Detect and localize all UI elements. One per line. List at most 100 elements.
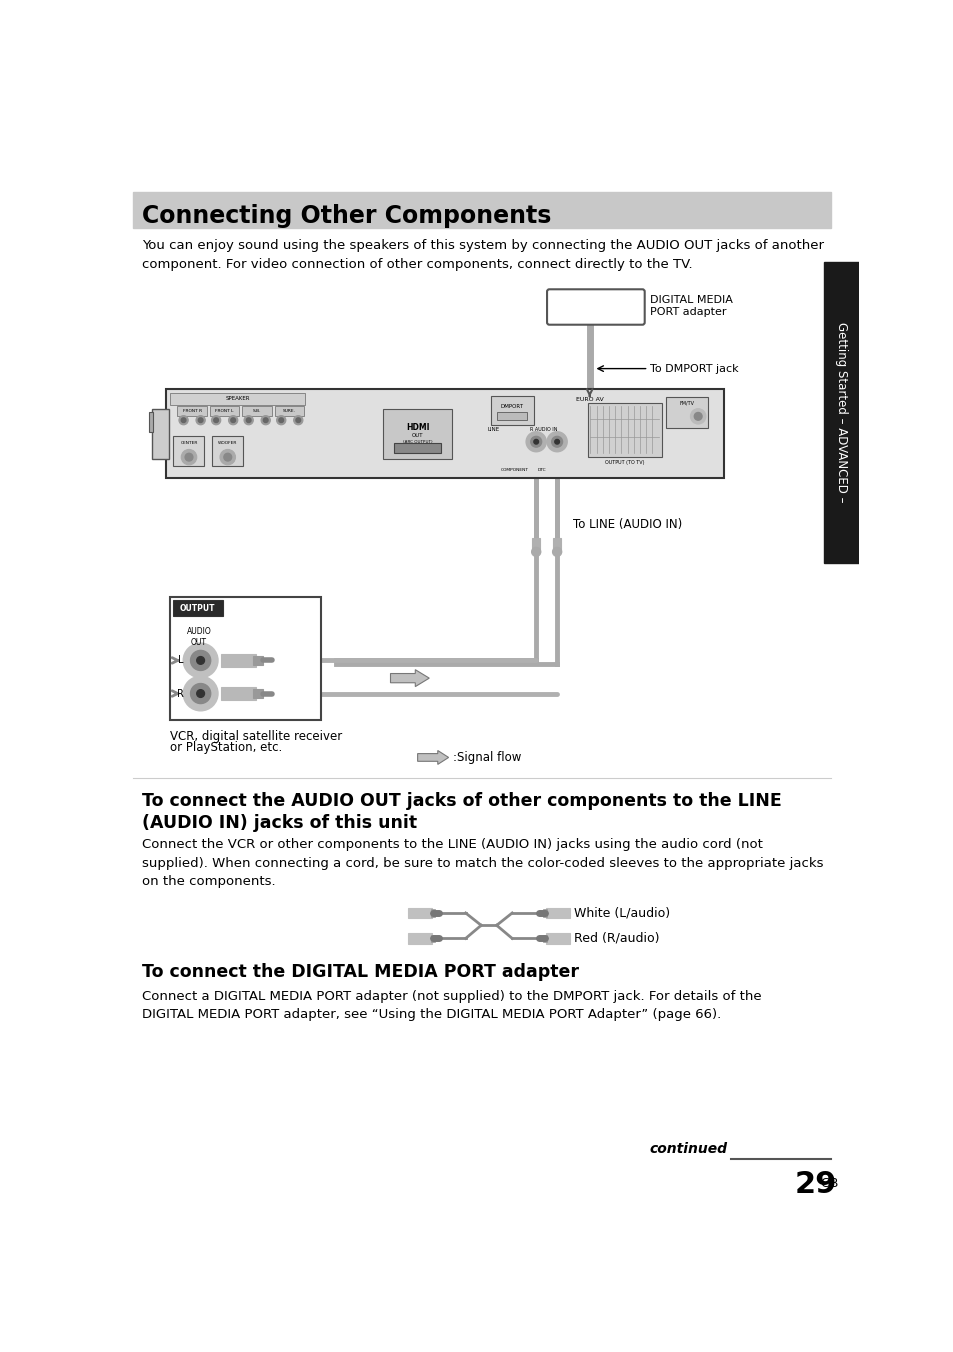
Text: LINE: LINE	[487, 427, 499, 431]
Circle shape	[525, 431, 546, 452]
Circle shape	[213, 418, 218, 422]
Polygon shape	[390, 669, 429, 687]
Circle shape	[179, 415, 188, 425]
Circle shape	[531, 548, 540, 557]
Bar	[545, 933, 570, 944]
Bar	[394, 443, 440, 453]
Bar	[173, 435, 204, 466]
Text: VCR, digital satellite receiver: VCR, digital satellite receiver	[170, 730, 341, 742]
Text: S.B.: S.B.	[253, 408, 261, 412]
Circle shape	[224, 453, 232, 461]
Bar	[542, 934, 546, 942]
Bar	[382, 408, 452, 458]
Text: Connect the VCR or other components to the LINE (AUDIO IN) jacks using the audio: Connect the VCR or other components to t…	[142, 838, 823, 888]
Bar	[253, 656, 262, 665]
Text: To DMPORT jack: To DMPORT jack	[649, 364, 738, 373]
Bar	[497, 412, 526, 420]
Circle shape	[551, 437, 562, 448]
Text: GB: GB	[820, 1176, 838, 1190]
Circle shape	[295, 418, 300, 422]
Text: EURO AV: EURO AV	[576, 397, 603, 402]
Text: AUDIO
OUT: AUDIO OUT	[187, 626, 212, 646]
Text: :Signal flow: :Signal flow	[453, 750, 521, 764]
Circle shape	[552, 548, 561, 557]
Text: Connecting Other Components: Connecting Other Components	[142, 204, 551, 228]
Bar	[545, 907, 570, 918]
Text: Red (R/audio): Red (R/audio)	[574, 932, 659, 945]
Text: You can enjoy sound using the speakers of this system by connecting the AUDIO OU: You can enjoy sound using the speakers o…	[142, 239, 823, 272]
Text: FRONT R: FRONT R	[182, 408, 201, 412]
Text: DIGITAL MEDIA
PORT adapter: DIGITAL MEDIA PORT adapter	[649, 296, 732, 318]
Circle shape	[244, 415, 253, 425]
Bar	[170, 393, 305, 404]
Bar	[553, 538, 560, 552]
Circle shape	[294, 415, 303, 425]
Text: WOOFER: WOOFER	[218, 441, 237, 445]
Circle shape	[183, 676, 217, 711]
Circle shape	[276, 415, 286, 425]
Text: or PlayStation, etc.: or PlayStation, etc.	[170, 741, 281, 754]
Text: FRONT L: FRONT L	[215, 408, 233, 412]
Text: SURE.: SURE.	[283, 408, 296, 412]
Text: OUTPUT: OUTPUT	[179, 603, 215, 612]
Text: To LINE (AUDIO IN): To LINE (AUDIO IN)	[572, 518, 681, 530]
Circle shape	[530, 437, 541, 448]
Circle shape	[246, 418, 251, 422]
Text: 29: 29	[794, 1171, 837, 1199]
Circle shape	[198, 418, 203, 422]
Text: continued: continued	[649, 1142, 727, 1156]
Bar	[133, 192, 831, 228]
Bar	[152, 408, 169, 458]
Text: DTC: DTC	[537, 468, 546, 472]
Text: FM/TV: FM/TV	[679, 400, 694, 406]
Circle shape	[181, 418, 186, 422]
Bar	[220, 653, 255, 668]
Circle shape	[690, 408, 705, 425]
Bar	[587, 403, 661, 457]
Circle shape	[278, 418, 283, 422]
Circle shape	[555, 439, 558, 443]
Text: Connect a DIGITAL MEDIA PORT adapter (not supplied) to the DMPORT jack. For deta: Connect a DIGITAL MEDIA PORT adapter (no…	[142, 990, 761, 1022]
Text: R: R	[177, 688, 184, 699]
Circle shape	[191, 650, 211, 671]
Circle shape	[546, 431, 567, 452]
Text: DMPORT: DMPORT	[500, 404, 523, 408]
Text: HDMI: HDMI	[405, 423, 429, 433]
Circle shape	[534, 439, 537, 443]
Text: (ARC OUTPUT): (ARC OUTPUT)	[402, 439, 432, 443]
Bar	[542, 909, 546, 917]
Circle shape	[191, 684, 211, 703]
Bar	[166, 389, 723, 479]
Bar	[170, 598, 320, 721]
Circle shape	[231, 418, 235, 422]
Text: OUT: OUT	[412, 433, 423, 438]
Circle shape	[694, 412, 701, 420]
Bar	[177, 407, 207, 415]
Bar	[253, 690, 262, 698]
Circle shape	[183, 644, 217, 677]
Bar	[431, 934, 435, 942]
Circle shape	[212, 415, 220, 425]
FancyBboxPatch shape	[546, 289, 644, 324]
Polygon shape	[417, 750, 448, 764]
Bar	[491, 396, 534, 425]
Text: White (L/audio): White (L/audio)	[574, 906, 670, 919]
Bar	[212, 435, 243, 466]
Bar	[149, 412, 153, 431]
Circle shape	[229, 415, 237, 425]
Bar	[407, 933, 432, 944]
Text: COMPONENT: COMPONENT	[500, 468, 528, 472]
Text: CENTER: CENTER	[180, 441, 197, 445]
Bar	[220, 687, 255, 700]
Text: OUTPUT (TO TV): OUTPUT (TO TV)	[604, 460, 643, 465]
Bar	[823, 262, 858, 562]
Circle shape	[185, 453, 193, 461]
Bar	[274, 407, 304, 415]
Text: To connect the AUDIO OUT jacks of other components to the LINE
(AUDIO IN) jacks : To connect the AUDIO OUT jacks of other …	[142, 792, 781, 833]
Bar	[172, 600, 223, 615]
Bar	[431, 909, 435, 917]
Text: Getting Started – ADVANCED –: Getting Started – ADVANCED –	[834, 322, 847, 503]
Bar	[665, 397, 707, 427]
Circle shape	[181, 449, 196, 465]
Circle shape	[196, 657, 204, 664]
